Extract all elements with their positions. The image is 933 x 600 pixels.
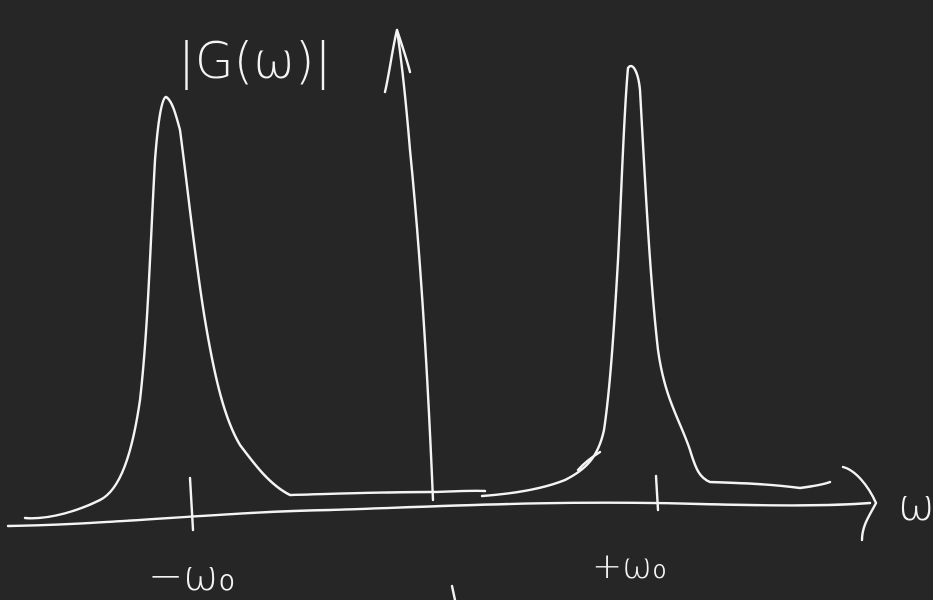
y-axis-label: |G(ω)| xyxy=(178,32,331,90)
x-axis-label: ω xyxy=(898,480,933,531)
page: |G(ω)| ω −ω₀ +ω₀ (() => { const data = J… xyxy=(0,0,933,600)
sketch: |G(ω)| ω −ω₀ +ω₀ xyxy=(0,0,933,600)
left-peak-label: −ω₀ xyxy=(148,551,235,600)
right-peak-label: +ω₀ xyxy=(592,546,667,587)
background xyxy=(0,0,933,600)
